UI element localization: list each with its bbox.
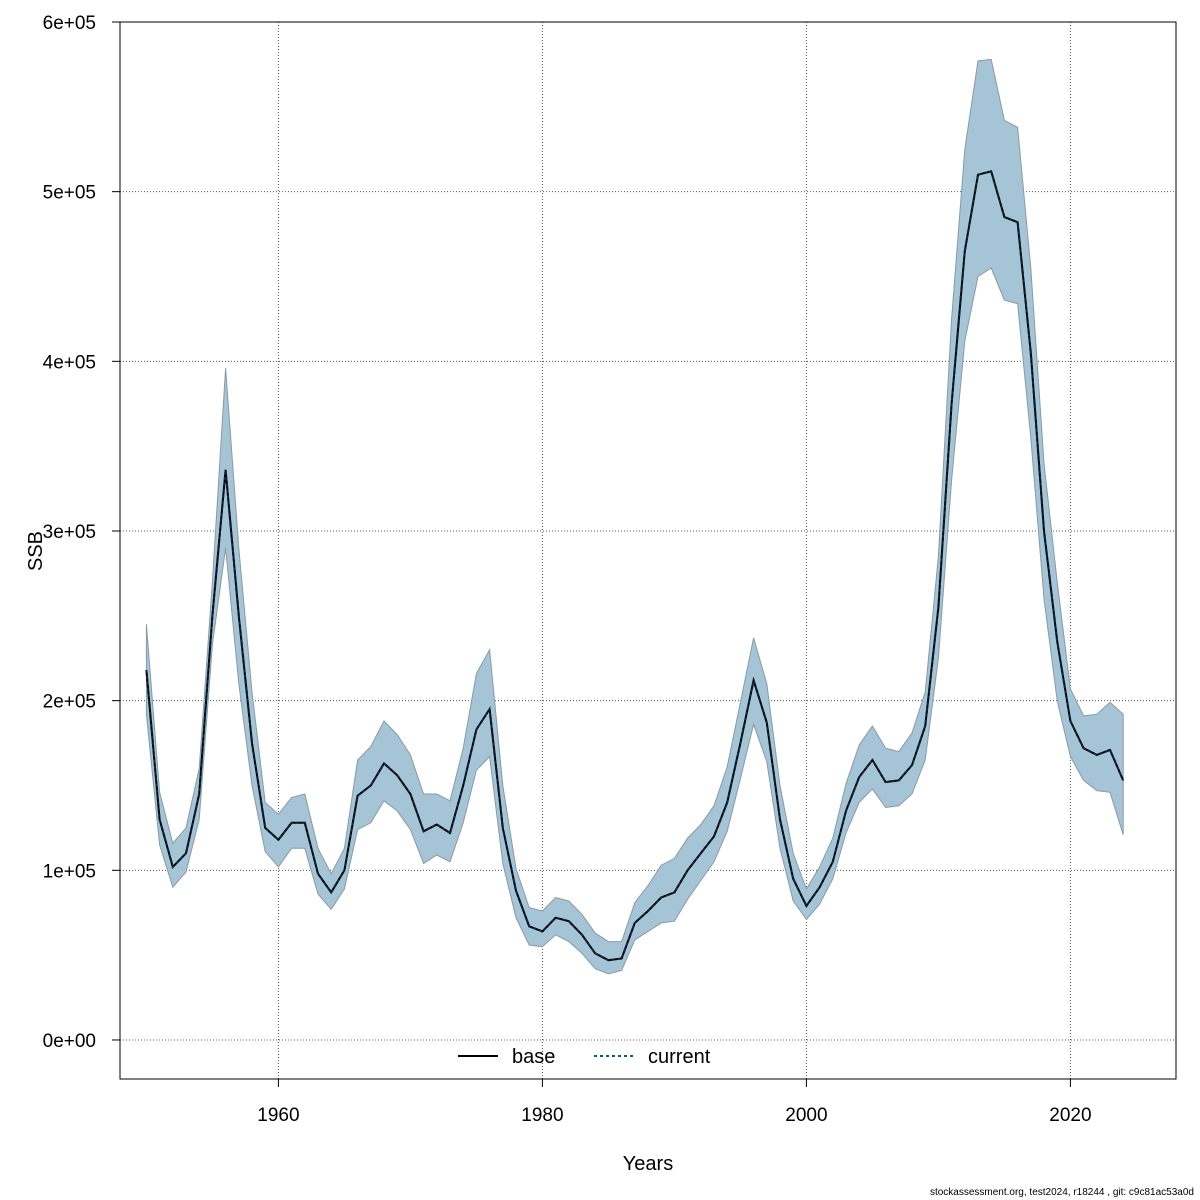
- confidence-band: [145, 58, 1124, 975]
- series-lines: [145, 170, 1125, 962]
- footer-credit: stockassessment.org, test2024, r18244 , …: [929, 1187, 1194, 1198]
- y-tick-label: 4e+05: [43, 352, 96, 373]
- legend: base current: [458, 1046, 711, 1068]
- y-axis-title: SSB: [25, 531, 47, 571]
- plot-frame: [119, 21, 1177, 1080]
- series-line-current: [145, 170, 1125, 962]
- x-axis-title: Years: [623, 1153, 673, 1175]
- y-tick-label: 2e+05: [43, 692, 96, 713]
- confidence-band-area: [145, 58, 1124, 975]
- x-tick-label: 2020: [1049, 1105, 1091, 1126]
- x-tick-label: 2000: [785, 1105, 827, 1126]
- legend-label-base: base: [512, 1046, 555, 1068]
- y-tick-label: 6e+05: [43, 13, 96, 34]
- y-tick-label: 3e+05: [43, 522, 96, 543]
- axes: [119, 21, 1177, 1080]
- y-tick-label: 5e+05: [43, 183, 96, 204]
- x-axis-ticks: 1960 1980 2000 2020: [257, 1079, 1092, 1126]
- y-axis-ticks: 0e+00 1e+05 2e+05 3e+05 4e+05 5e+05 6e+05: [43, 13, 120, 1052]
- x-tick-label: 1980: [521, 1105, 563, 1126]
- y-tick-label: 0e+00: [43, 1031, 96, 1052]
- x-tick-label: 1960: [257, 1105, 299, 1126]
- y-tick-label: 1e+05: [43, 861, 96, 882]
- legend-label-current: current: [648, 1046, 711, 1068]
